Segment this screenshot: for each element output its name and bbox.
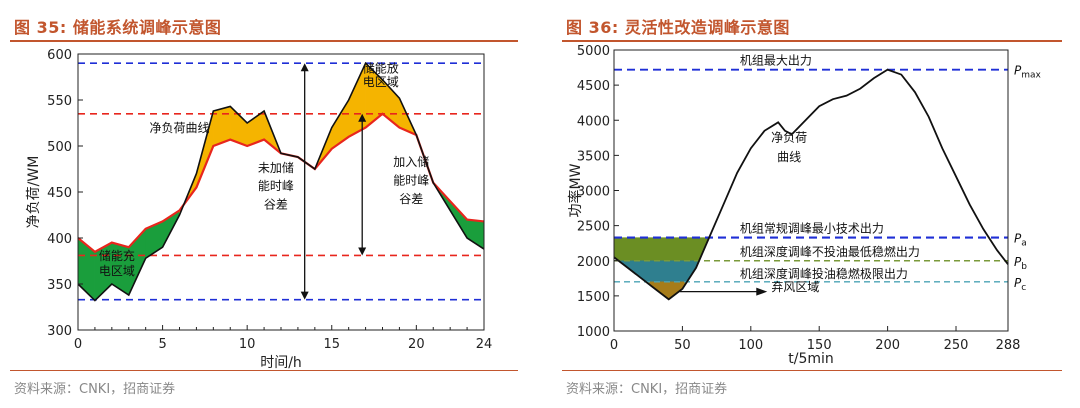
band-conventional-to-no-oil — [613, 237, 709, 262]
y-tick-label: 500 — [47, 140, 72, 155]
x-tick-label: 200 — [875, 338, 900, 353]
reference-line-marker: Pc — [1014, 276, 1026, 293]
reference-line-marker: Pmax — [1014, 64, 1042, 81]
x-tick-label: 50 — [674, 338, 691, 353]
y-tick-label: 350 — [47, 278, 72, 293]
y-tick-label: 4500 — [577, 79, 610, 94]
y-tick-label: 600 — [47, 48, 72, 63]
x-tick-label: 0 — [74, 337, 82, 352]
y-tick-label: 3000 — [577, 185, 610, 200]
chart-annotation: 谷差 — [399, 192, 423, 206]
y-tick-label: 450 — [47, 186, 72, 201]
x-tick-label: 5 — [158, 337, 166, 352]
reference-line-subscript: c — [1021, 283, 1026, 293]
net-load-line — [613, 68, 1009, 301]
curtailment-arrow-head — [756, 287, 768, 296]
figure-label: 图 — [566, 18, 583, 37]
figure-title-text: 储能系统调峰示意图 — [72, 18, 222, 37]
x-tick-label: 288 — [996, 338, 1021, 353]
x-tick-label: 150 — [807, 338, 832, 353]
chart-annotation: 电区域 — [363, 75, 399, 89]
chart-annotation: 能时峰 — [393, 174, 429, 188]
reference-line-marker: Pb — [1014, 255, 1027, 272]
x-tick-label: 0 — [610, 338, 618, 353]
reference-line-label: 机组常规调峰最小技术出力 — [740, 221, 884, 236]
y-tick-label: 2500 — [577, 220, 610, 235]
figure-number: 36: — [588, 18, 619, 37]
reference-line-marker: Pa — [1014, 232, 1027, 249]
chart-annotation: 弃风区域 — [771, 279, 819, 294]
reference-line-label: 机组深度调峰投油稳燃极限出力 — [740, 266, 908, 281]
y-tick-label: 400 — [47, 232, 72, 247]
y-tick-label: 300 — [47, 324, 72, 339]
x-axis-label: t/5min — [788, 351, 834, 367]
y-tick-label: 1500 — [577, 290, 610, 305]
chart-annotation: 曲线 — [777, 150, 801, 164]
title-divider — [10, 40, 518, 42]
x-tick-label: 24 — [476, 337, 493, 352]
reference-line-subscript: a — [1021, 239, 1027, 249]
chart-annotation: 电区域 — [99, 264, 135, 278]
source-divider — [10, 370, 518, 371]
chart-annotation: 储能充 — [99, 248, 135, 263]
net-load-line — [77, 61, 485, 302]
x-axis-label: 时间/h — [260, 355, 302, 371]
figure-title-text: 灵活性改造调峰示意图 — [624, 18, 790, 37]
figure-number: 35: — [36, 18, 67, 37]
chart-annotation: 未加储 — [258, 160, 294, 175]
reference-line-label: 机组最大出力 — [740, 54, 812, 68]
reference-line-subscript: b — [1021, 262, 1027, 272]
y-tick-label: 4000 — [577, 114, 610, 129]
figure-label: 图 — [14, 18, 31, 37]
y-axis-label: 功率MW — [567, 163, 584, 217]
y-tick-label: 5000 — [577, 44, 610, 59]
x-tick-label: 250 — [944, 338, 969, 353]
gap-arrow-before-head-top — [300, 63, 309, 72]
y-axis-label: 净负荷/WM — [26, 156, 42, 229]
chart-annotation: 净负荷曲线 — [149, 121, 209, 135]
x-tick-label: 15 — [323, 337, 340, 352]
chart-annotation: 净负荷 — [771, 130, 807, 144]
x-tick-label: 20 — [408, 337, 425, 352]
title-divider — [562, 40, 1062, 42]
chart-annotation: 谷差 — [264, 198, 288, 212]
gap-arrow-before-head-bottom — [300, 291, 309, 300]
figure-title: 图 35: 储能系统调峰示意图 — [14, 14, 221, 38]
gap-arrow-after-head-top — [358, 113, 367, 122]
chart-annotation: 加入储 — [393, 154, 429, 169]
source-note: 资料来源：CNKI，招商证券 — [566, 382, 728, 397]
x-tick-label: 10 — [239, 337, 256, 352]
charge-area-segment — [466, 219, 485, 250]
reference-line-label: 机组深度调峰不投油最低稳燃出力 — [740, 244, 920, 259]
y-tick-label: 550 — [47, 94, 72, 109]
figure-35-panel: 图 35: 储能系统调峰示意图 300 350 400 450 500 550 600 0 5 1… — [0, 0, 520, 408]
x-tick-label: 100 — [738, 338, 763, 353]
y-tick-label: 3500 — [577, 149, 610, 164]
chart-annotation: 能时峰 — [258, 179, 294, 193]
chart-annotation: 储能放 — [363, 60, 399, 75]
y-tick-label: 2000 — [577, 255, 610, 270]
figure-title: 图 36: 灵活性改造调峰示意图 — [566, 14, 790, 38]
flexibility-peak-chart: 1000 1500 2000 2500 3000 3500 4000 4500 5000 0 50 1… — [567, 44, 1042, 367]
gap-arrow-after-head-bottom — [358, 247, 367, 256]
y-tick-label: 1000 — [577, 325, 610, 340]
source-note: 资料来源：CNKI，招商证券 — [14, 382, 176, 397]
reference-line-subscript: max — [1021, 71, 1041, 81]
figure-36-panel: 图 36: 灵活性改造调峰示意图 1000 1500 2000 2500 3000 350… — [552, 0, 1080, 408]
storage-peak-chart: 300 350 400 450 500 550 600 0 5 10 15 20 24 时间/h 净负荷/W… — [26, 48, 493, 371]
source-divider — [562, 370, 1062, 371]
